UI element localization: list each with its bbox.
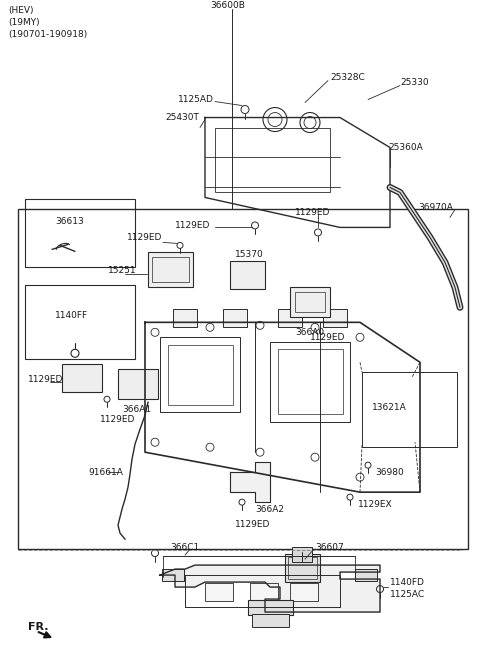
Text: FR.: FR.: [28, 622, 48, 632]
Bar: [168, 346, 233, 405]
Bar: [148, 252, 193, 287]
Text: 1129ED: 1129ED: [28, 374, 63, 384]
Bar: [205, 583, 233, 601]
Bar: [223, 309, 247, 327]
Bar: [18, 210, 468, 549]
Text: 13621A: 13621A: [372, 403, 407, 412]
Text: 1140FF: 1140FF: [55, 311, 88, 320]
Bar: [270, 342, 350, 422]
Bar: [278, 350, 343, 415]
Bar: [248, 600, 293, 615]
Text: (190701-190918): (190701-190918): [8, 30, 87, 39]
Text: 36607: 36607: [315, 543, 344, 552]
Bar: [250, 583, 278, 601]
Bar: [118, 369, 158, 399]
Text: 1129ED: 1129ED: [175, 221, 210, 230]
Text: 25328C: 25328C: [330, 73, 365, 82]
Text: 36970A: 36970A: [418, 203, 453, 212]
Text: 1129ED: 1129ED: [295, 208, 330, 217]
Bar: [252, 614, 289, 627]
Bar: [62, 364, 102, 392]
Bar: [162, 569, 184, 581]
Bar: [25, 285, 135, 359]
Text: 1140FD: 1140FD: [390, 578, 425, 587]
Bar: [215, 127, 330, 193]
Bar: [295, 292, 325, 312]
Bar: [292, 547, 312, 562]
Bar: [288, 557, 317, 579]
Text: 1125AD: 1125AD: [178, 95, 214, 104]
Bar: [285, 554, 320, 582]
Polygon shape: [230, 462, 270, 502]
Text: 366A0: 366A0: [295, 328, 324, 337]
Bar: [152, 258, 189, 283]
Bar: [290, 583, 318, 601]
Text: 91661A: 91661A: [88, 468, 123, 477]
Bar: [160, 337, 240, 412]
Text: 1129ED: 1129ED: [127, 233, 162, 242]
Bar: [278, 309, 302, 327]
Text: 366C1: 366C1: [170, 543, 199, 552]
Bar: [173, 309, 197, 327]
Bar: [323, 309, 347, 327]
Text: 1129ED: 1129ED: [235, 520, 270, 529]
Bar: [355, 569, 377, 581]
Text: 36600B: 36600B: [210, 1, 245, 10]
Text: (19MY): (19MY): [8, 18, 40, 27]
Text: 36613: 36613: [55, 217, 84, 226]
Text: 36980: 36980: [375, 468, 404, 477]
Text: 1129ED: 1129ED: [100, 415, 135, 424]
Text: 15370: 15370: [235, 250, 264, 259]
Text: 1129EX: 1129EX: [358, 500, 393, 509]
Text: 15251: 15251: [108, 266, 137, 275]
Bar: [362, 373, 457, 447]
Text: 1129ED: 1129ED: [310, 333, 346, 342]
Text: 1125AC: 1125AC: [390, 589, 425, 599]
Bar: [290, 287, 330, 317]
Bar: [25, 200, 135, 267]
Bar: [230, 261, 265, 289]
Text: 25360A: 25360A: [388, 143, 423, 152]
Text: (HEV): (HEV): [8, 6, 34, 15]
Text: 366A1: 366A1: [122, 405, 151, 414]
Text: 25330: 25330: [400, 78, 429, 87]
Text: 366A2: 366A2: [255, 505, 284, 514]
Text: 25430T: 25430T: [165, 113, 199, 122]
Polygon shape: [160, 565, 380, 612]
